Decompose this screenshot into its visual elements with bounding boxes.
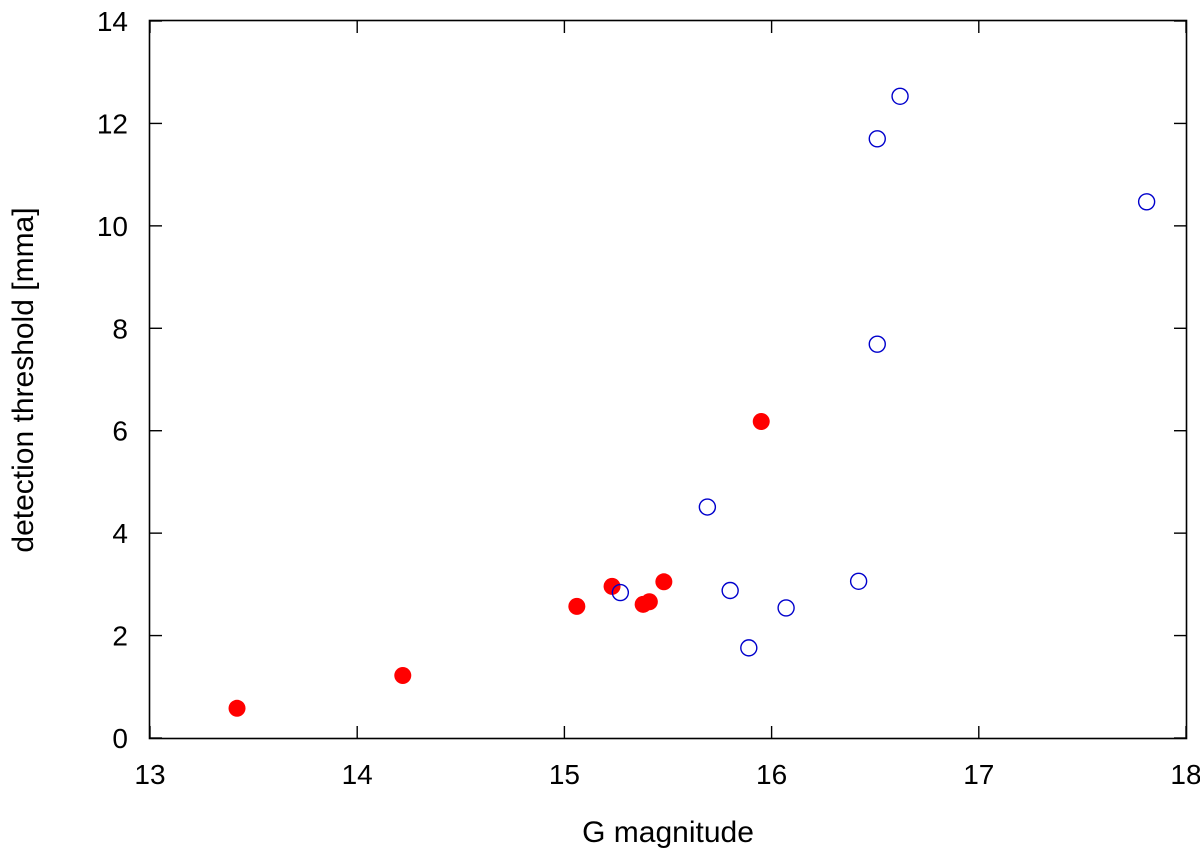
- y-tick-label: 14: [97, 6, 128, 37]
- open-data-point: [1137, 193, 1156, 211]
- filled-point-series: [228, 412, 770, 717]
- filled-data-point: [228, 699, 246, 717]
- open-data-point: [721, 581, 739, 600]
- x-tick-label: 17: [963, 759, 994, 790]
- filled-data-point: [568, 597, 586, 615]
- open-point-series: [611, 87, 1156, 657]
- plot-frame: [148, 19, 1188, 740]
- y-tick-label: 0: [112, 723, 128, 754]
- open-data-point: [891, 87, 909, 105]
- y-tick-label: 8: [112, 313, 128, 344]
- x-tick-label: 16: [756, 759, 787, 790]
- y-tick-label: 6: [112, 416, 128, 447]
- y-tick-label: 10: [97, 211, 128, 242]
- filled-data-point: [394, 667, 412, 685]
- open-data-point: [868, 130, 886, 148]
- filled-data-point: [655, 573, 673, 591]
- axis-ticks: [149, 20, 1187, 739]
- open-data-point: [868, 335, 886, 353]
- y-tick-label: 2: [112, 621, 128, 652]
- x-tick-label: 18: [1170, 759, 1200, 790]
- y-axis-title: detection threshold [mma]: [7, 207, 40, 552]
- filled-data-point: [603, 577, 621, 595]
- data-points: [228, 87, 1156, 717]
- open-data-point: [777, 599, 795, 617]
- open-data-point: [849, 572, 868, 590]
- x-tick-label: 13: [134, 759, 165, 790]
- x-axis-title: G magnitude: [582, 816, 754, 849]
- y-tick-label: 4: [112, 518, 128, 549]
- y-tick-labels: 0 2 4 6 8 10 12 14: [97, 6, 128, 754]
- x-tick-labels: 13 14 15 16 17 18: [134, 759, 1200, 790]
- open-data-point: [611, 583, 630, 602]
- y-tick-label: 12: [97, 108, 128, 139]
- open-data-point: [698, 498, 717, 516]
- x-tick-label: 14: [342, 759, 373, 790]
- filled-data-point: [640, 593, 658, 611]
- filled-data-point: [752, 412, 770, 430]
- open-data-point: [740, 639, 758, 657]
- x-tick-label: 15: [549, 759, 580, 790]
